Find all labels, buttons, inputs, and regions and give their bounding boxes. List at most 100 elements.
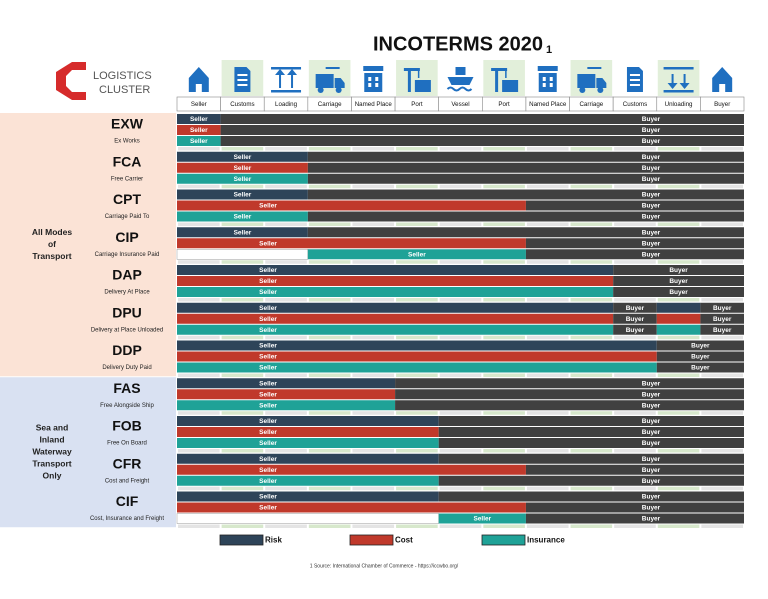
segment-label: Buyer bbox=[713, 316, 732, 323]
icon-window bbox=[542, 77, 546, 81]
separator-tick bbox=[439, 449, 482, 453]
icon-line bbox=[279, 74, 282, 88]
separator-tick bbox=[570, 222, 613, 226]
seller-segment bbox=[177, 125, 221, 135]
separator-tick bbox=[178, 486, 220, 491]
column-icon bbox=[403, 68, 431, 92]
separator-tick bbox=[352, 373, 395, 377]
separator-tick bbox=[352, 411, 395, 415]
separator-tick bbox=[352, 147, 395, 151]
separator-tick bbox=[178, 184, 220, 189]
segment-label: Seller bbox=[259, 365, 277, 372]
segment-label: Seller bbox=[259, 327, 277, 334]
segment-label: Buyer bbox=[642, 251, 661, 258]
separator-tick bbox=[657, 449, 700, 453]
segment-label: Seller bbox=[259, 289, 277, 296]
title: INCOTERMS 2020 bbox=[373, 33, 543, 55]
separator-tick bbox=[570, 147, 613, 151]
seller-segment bbox=[177, 400, 396, 411]
none-segment bbox=[176, 513, 439, 524]
separator-tick bbox=[483, 147, 525, 151]
separator-tick bbox=[396, 373, 438, 377]
column-icon bbox=[234, 67, 251, 92]
icon-shape bbox=[537, 66, 558, 92]
segment-label: Seller bbox=[259, 278, 277, 285]
term-name: Delivery at Place Unloaded bbox=[91, 327, 163, 333]
separator-tick bbox=[701, 373, 743, 377]
icon-shape bbox=[679, 83, 690, 89]
column-header: Buyer bbox=[714, 101, 730, 108]
term-code: FAS bbox=[113, 380, 140, 396]
term-name: Carriage Insurance Paid bbox=[95, 252, 160, 258]
icon-window bbox=[375, 77, 379, 81]
segment-label: Buyer bbox=[642, 165, 661, 172]
segment-label: Buyer bbox=[642, 505, 661, 512]
icon-shape bbox=[287, 69, 298, 75]
seller-segment bbox=[177, 189, 308, 200]
separator-tick bbox=[570, 260, 613, 264]
separator-tick bbox=[483, 373, 525, 377]
separator-tick bbox=[178, 298, 220, 302]
separator-tick bbox=[657, 335, 700, 340]
segment-label: Buyer bbox=[642, 402, 661, 409]
group-label: of bbox=[48, 239, 56, 249]
group-background bbox=[0, 377, 176, 528]
icon-wheel bbox=[579, 87, 586, 93]
seller-segment bbox=[177, 416, 439, 426]
column-icon bbox=[577, 67, 607, 93]
column-header-cell bbox=[700, 96, 745, 112]
segment-label: Buyer bbox=[642, 467, 661, 474]
segment-label: Buyer bbox=[626, 316, 645, 323]
separator-tick bbox=[308, 260, 351, 264]
separator-tick bbox=[701, 524, 743, 528]
separator-tick bbox=[526, 260, 569, 264]
buyer-segment bbox=[525, 249, 744, 260]
seller-segment bbox=[656, 313, 701, 324]
column-header: Port bbox=[498, 101, 510, 108]
separator-tick bbox=[221, 147, 264, 151]
separator-tick bbox=[308, 449, 351, 453]
separator-tick bbox=[570, 411, 613, 415]
separator-tick bbox=[614, 524, 656, 528]
separator-tick bbox=[483, 524, 525, 528]
separator-tick bbox=[657, 222, 700, 226]
separator-tick bbox=[657, 373, 700, 377]
icon-line bbox=[505, 71, 507, 78]
segment-label: Seller bbox=[259, 316, 277, 323]
buyer-segment bbox=[307, 173, 744, 184]
separator-tick bbox=[178, 373, 220, 377]
separator-tick bbox=[265, 486, 307, 491]
separator-tick bbox=[221, 335, 264, 340]
separator-tick bbox=[178, 260, 220, 264]
icon-line bbox=[683, 74, 686, 88]
term-name: Carriage Paid To bbox=[105, 214, 150, 220]
seller-segment bbox=[177, 151, 308, 162]
seller-segment bbox=[177, 162, 308, 173]
icon-window bbox=[549, 77, 553, 81]
segment-label: Buyer bbox=[642, 440, 661, 447]
separator-tick bbox=[701, 184, 743, 189]
icon-window bbox=[542, 83, 546, 87]
group-background bbox=[0, 113, 176, 377]
separator-tick bbox=[614, 335, 656, 340]
segment-label: Buyer bbox=[713, 327, 732, 334]
column-header: Port bbox=[411, 101, 423, 108]
separator-tick bbox=[483, 335, 525, 340]
segment-label: Buyer bbox=[642, 380, 661, 387]
segment-label: Seller bbox=[259, 494, 277, 501]
seller-segment bbox=[307, 249, 526, 260]
seller-segment bbox=[177, 351, 657, 362]
separator-tick bbox=[526, 184, 569, 189]
separator-tick bbox=[701, 147, 743, 151]
icon-shape bbox=[363, 66, 384, 92]
buyer-segment bbox=[656, 340, 744, 351]
seller-segment bbox=[177, 453, 439, 464]
separator-tick bbox=[396, 298, 438, 302]
column-header: Carriage bbox=[579, 101, 603, 108]
seller-segment bbox=[177, 475, 439, 486]
buyer-segment bbox=[525, 464, 744, 475]
separator-tick bbox=[396, 449, 438, 453]
segment-label: Seller bbox=[473, 516, 491, 523]
footnote: 1 Source: International Chamber of Comme… bbox=[310, 563, 459, 569]
